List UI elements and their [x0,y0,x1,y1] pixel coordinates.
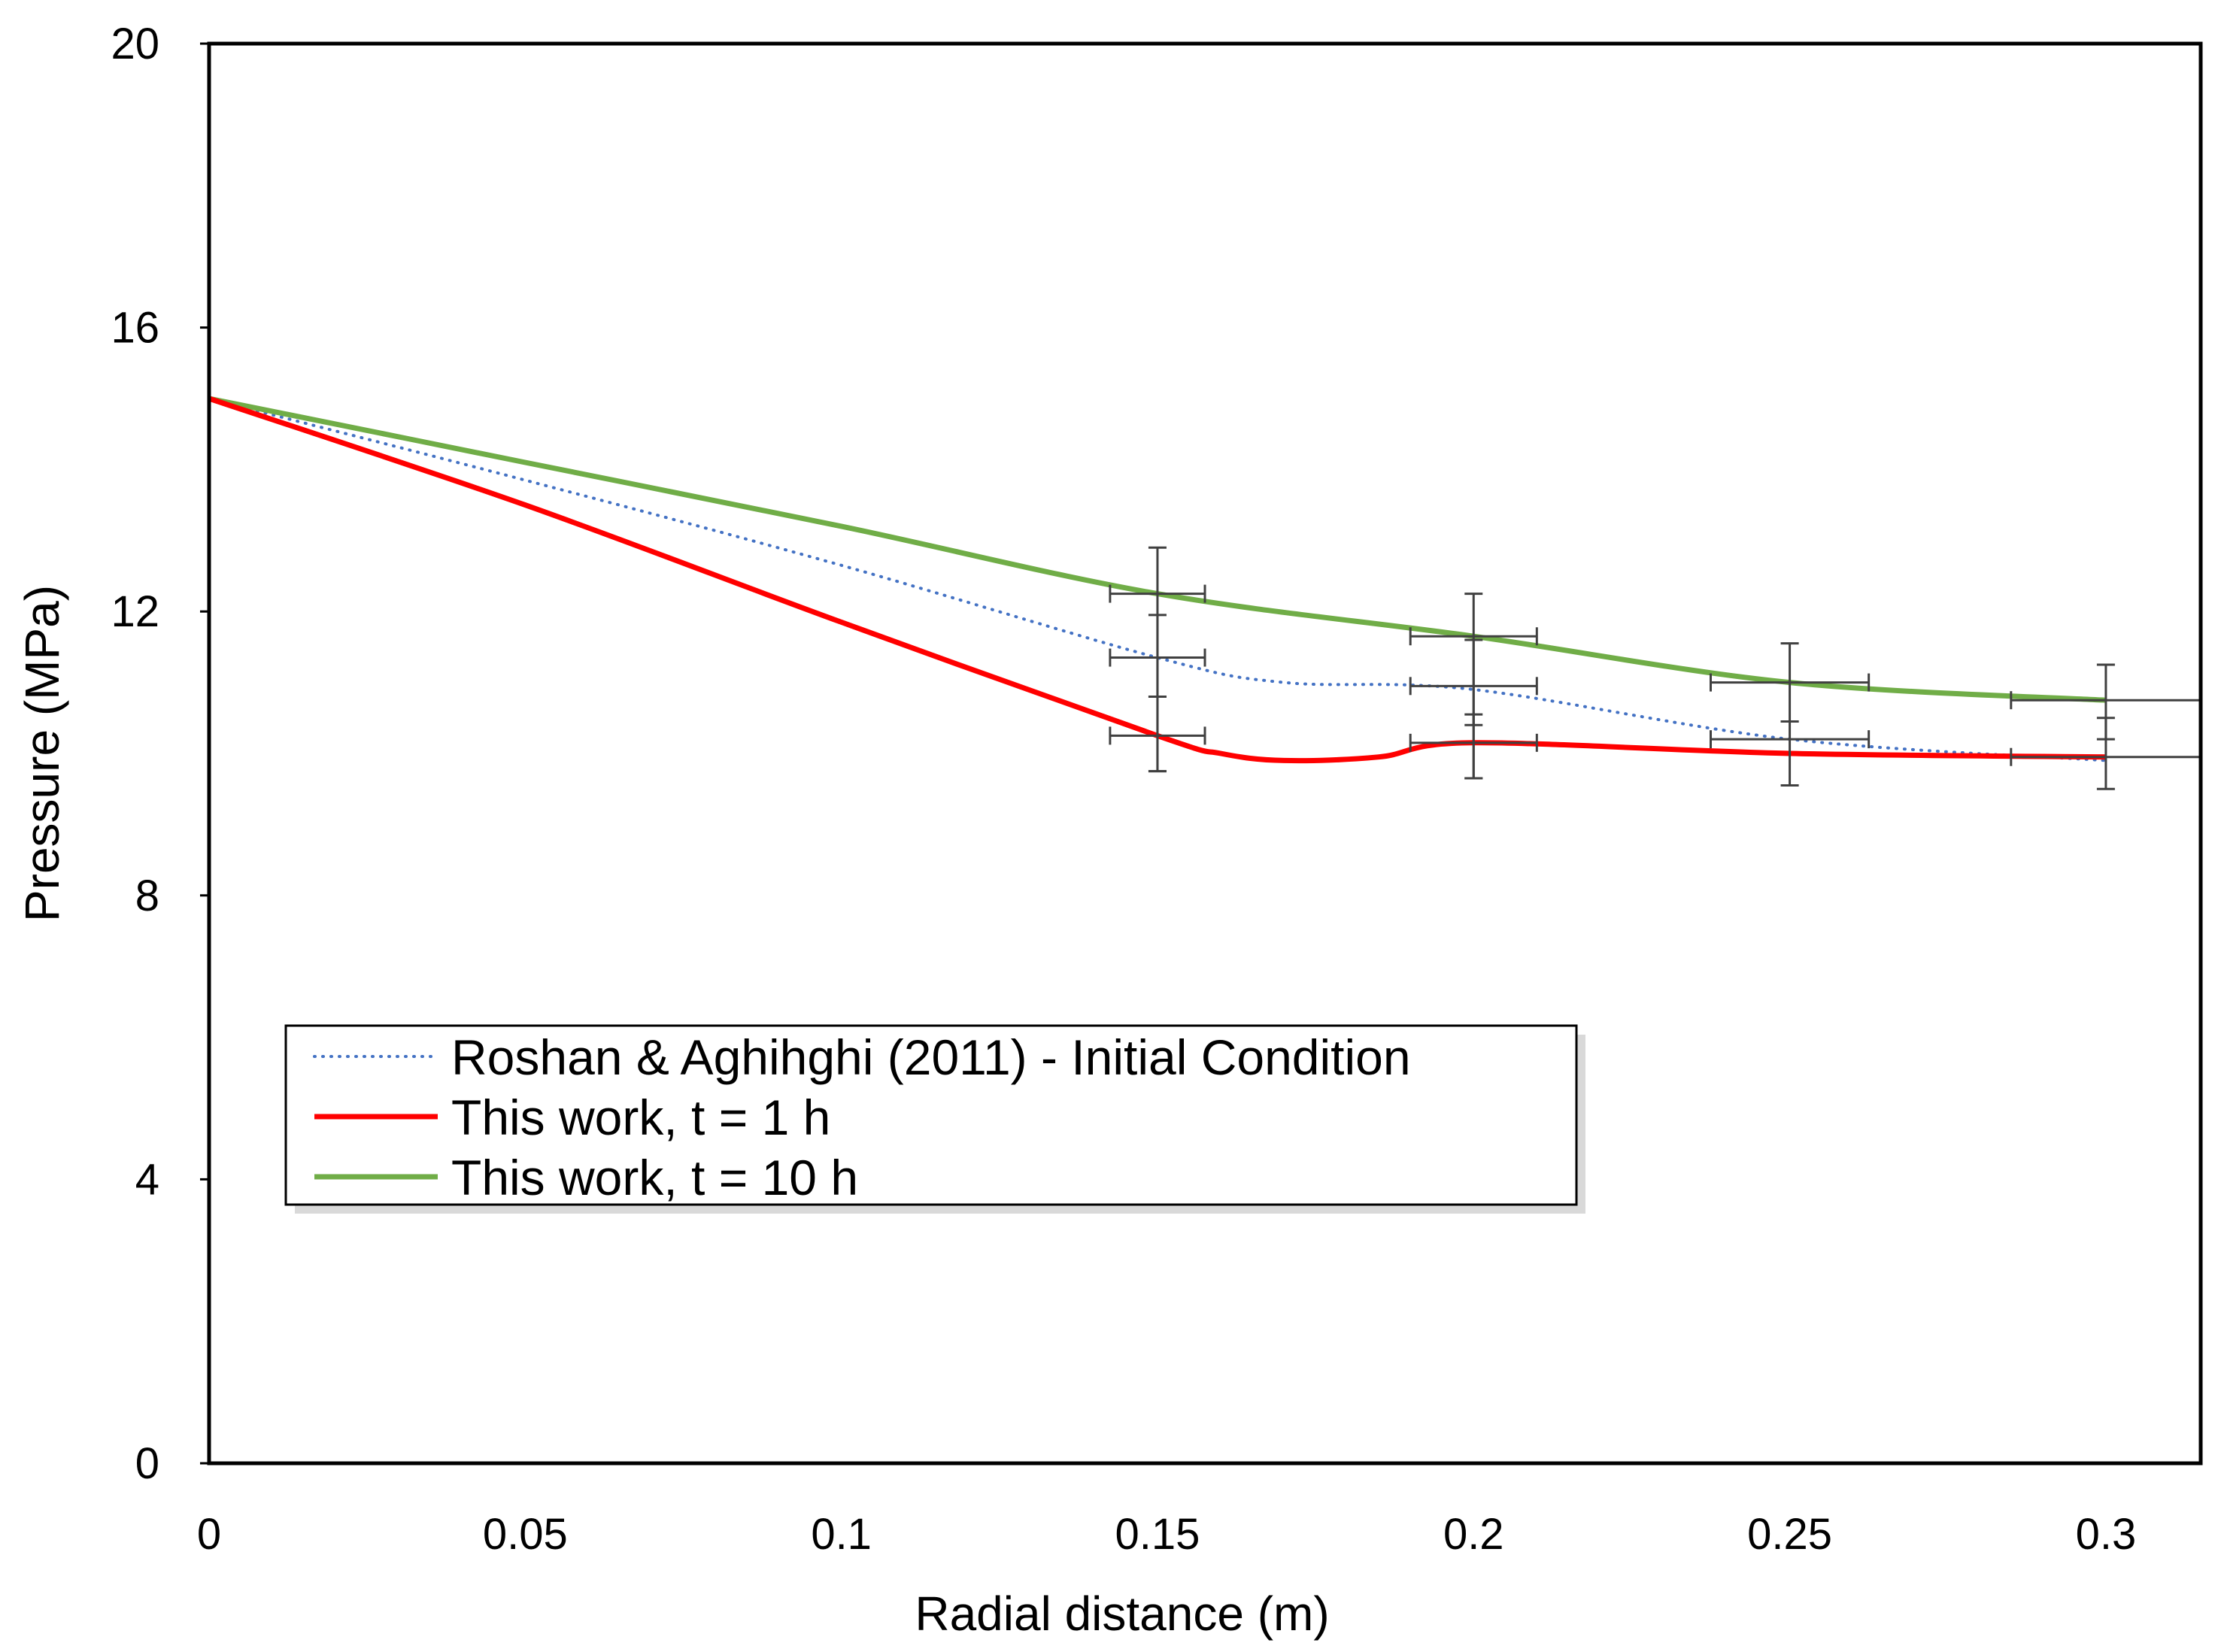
y-axis-title: Pressure (MPa) [15,585,69,922]
legend-box [284,1024,1578,1206]
x-tick-label: 0.05 [483,1510,568,1559]
legend-label: Roshan & Aghihghi (2011) - Initial Condi… [451,1029,1411,1085]
x-tick-label: 0.15 [1115,1510,1200,1559]
y-axis-ticks: 0 4 8 12 16 20 [111,20,209,1488]
x-tick-label: 0.3 [2076,1510,2137,1559]
x-tick-label: 0.25 [1747,1510,1832,1559]
y-tick-label: 20 [111,20,159,68]
y-tick-label: 0 [135,1439,159,1488]
legend: Roshan & Aghihghi (2011) - Initial Condi… [284,1024,1585,1214]
series-line-1 [208,396,2106,764]
y-tick-label: 8 [135,871,159,920]
x-tick-label: 0.1 [811,1510,872,1559]
x-tick-label: 0.2 [1443,1510,1504,1559]
legend-items: Roshan & Aghihghi (2011) - Initial Condi… [313,1029,1411,1205]
errorbar-layer [1109,546,2202,790]
y-tick-label: 16 [111,304,159,353]
error-bar [1710,720,1871,787]
error-bar [2010,717,2202,790]
series-line-0 [208,397,2107,762]
error-bar [1710,642,1871,723]
legend-label: This work, t = 10 h [451,1150,858,1205]
plot-area-frame [207,41,2203,1466]
y-tick-label: 4 [135,1155,159,1204]
error-bar [1109,695,1206,773]
x-axis-title: Radial distance (m) [915,1587,1329,1641]
legend-label: This work, t = 1 h [451,1090,830,1145]
error-bar [1409,713,1538,780]
x-tick-label: 0 [197,1510,221,1559]
y-tick-label: 12 [111,587,159,636]
x-axis-ticks: 0 0.05 0.1 0.15 0.2 0.25 0.3 [197,1510,2136,1559]
